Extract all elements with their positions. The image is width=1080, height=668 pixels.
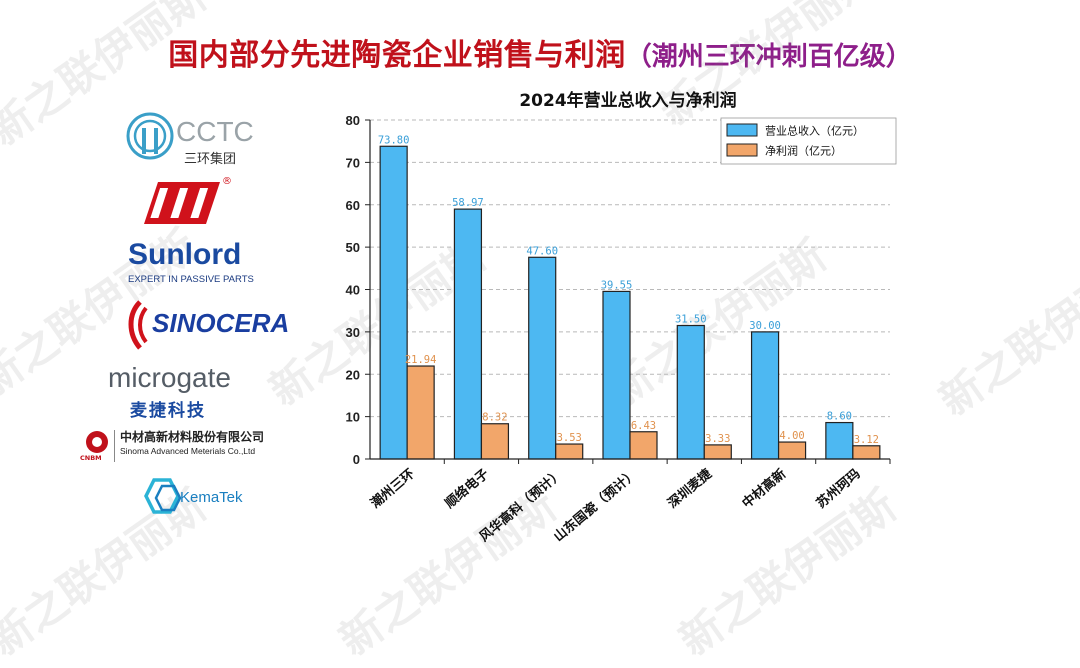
- sinocera-logo: SINOCERA: [100, 294, 300, 356]
- microgate-subtext: 麦捷科技: [130, 401, 206, 421]
- revenue-value-label: 58.97: [452, 197, 484, 209]
- cnbm-emblem-icon: [86, 431, 108, 453]
- fenghua-emblem-icon: [144, 182, 220, 224]
- y-tick-label: 0: [353, 452, 360, 467]
- profit-value-label: 3.53: [557, 432, 582, 444]
- kematek-logo: KemaTek: [100, 476, 300, 526]
- revenue-bar: [528, 256, 557, 460]
- cnbm-text: 中材高新材料股份有限公司: [120, 430, 265, 444]
- revenue-bar: [750, 331, 780, 460]
- y-tick-label: 70: [346, 155, 360, 170]
- x-category-label: 中材高新: [739, 466, 789, 512]
- profit-value-label: 4.00: [779, 430, 804, 442]
- profit-bar: [629, 431, 658, 460]
- profit-value-label: 6.43: [631, 420, 656, 432]
- chart-title: 2024年营业总收入与净利润: [519, 90, 736, 111]
- y-tick-label: 30: [346, 325, 360, 340]
- kematek-emblem-icon: [144, 478, 182, 514]
- revenue-value-label: 73.80: [378, 134, 410, 146]
- cnbm-subtext: Sinoma Advanced Meterials Co.,Ltd: [120, 446, 256, 456]
- revenue-value-label: 8.60: [827, 411, 852, 423]
- cnbm-divider: [114, 430, 115, 462]
- legend-label-revenue: 营业总收入（亿元）: [765, 124, 864, 138]
- y-tick-label: 60: [346, 198, 360, 213]
- y-tick-label: 50: [346, 240, 360, 255]
- chart-legend: 营业总收入（亿元） 净利润（亿元）: [720, 117, 897, 165]
- x-category-label: 顺络电子: [442, 466, 492, 512]
- microgate-logo: microgate 麦捷科技: [100, 362, 300, 421]
- profit-value-label: 21.94: [405, 354, 437, 366]
- revenue-value-label: 47.60: [526, 245, 558, 257]
- fenghua-logo: ®: [100, 176, 300, 228]
- bar-chart: 2024年营业总收入与净利润 73.80 21.94 58.97 8.32 47.60 3…: [346, 90, 897, 545]
- revenue-value-label: 39.55: [601, 279, 633, 291]
- sunlord-text: Sunlord: [128, 238, 242, 271]
- sinocera-emblem-icon: [128, 300, 148, 350]
- chart-bars: 73.80 21.94 58.97 8.32 47.60 3.53 39.55 6.43 31.…: [378, 134, 881, 460]
- cctc-emblem-icon: [126, 112, 174, 160]
- cnbm-logo: CNBM 中材高新材料股份有限公司 Sinoma Advanced Meteri…: [80, 426, 300, 472]
- legend-swatch-profit: [726, 143, 758, 157]
- profit-bar: [703, 444, 732, 460]
- microgate-text: microgate: [108, 362, 231, 393]
- revenue-bar: [602, 290, 631, 460]
- cnbm-badge: CNBM: [80, 454, 102, 462]
- watermark: 新之联伊丽斯: [930, 240, 1080, 426]
- slide-title: 国内部分先进陶瓷企业销售与利润（潮州三环冲刺百亿级）: [0, 30, 1080, 74]
- y-tick-label: 80: [346, 113, 360, 128]
- profit-value-label: 3.33: [705, 433, 730, 445]
- sunlord-subtext: EXPERT IN PASSIVE PARTS: [128, 274, 254, 285]
- cctc-subtext: 三环集团: [184, 152, 237, 167]
- fenghua-registered: ®: [222, 176, 232, 187]
- y-tick-label: 40: [346, 283, 360, 298]
- legend-label-profit: 净利润（亿元）: [765, 144, 842, 158]
- company-logos: CCTC 三环集团 ® Sunlord EXPERT IN PASSIVE PA…: [80, 100, 300, 540]
- x-category-label: 潮州三环: [368, 466, 418, 512]
- y-tick-labels: 0 10 20 30 40 50 60 70 80: [346, 113, 360, 467]
- profit-value-label: 8.32: [482, 412, 507, 424]
- y-tick-label: 20: [346, 367, 360, 382]
- cctc-logo: CCTC 三环集团: [100, 108, 300, 168]
- sunlord-logo: Sunlord EXPERT IN PASSIVE PARTS: [100, 238, 300, 288]
- revenue-bar: [379, 145, 408, 460]
- revenue-value-label: 30.00: [749, 320, 781, 332]
- slide-title-main: 国内部分先进陶瓷企业销售与利润: [168, 38, 626, 73]
- revenue-bar: [453, 208, 483, 460]
- profit-bar: [555, 443, 584, 460]
- chart-axes: [369, 120, 891, 464]
- revenue-bar: [825, 421, 854, 460]
- cctc-text: CCTC: [176, 116, 254, 147]
- legend-swatch-revenue: [726, 123, 758, 137]
- revenue-value-label: 31.50: [675, 314, 707, 326]
- y-tick-label: 10: [346, 410, 360, 425]
- revenue-bar: [676, 324, 705, 460]
- slide-title-sub: （潮州三环冲刺百亿级）: [625, 42, 912, 72]
- x-category-label: 深圳麦捷: [665, 465, 716, 511]
- profit-bar: [852, 445, 881, 460]
- kematek-text: KemaTek: [180, 489, 243, 506]
- profit-bar: [406, 365, 435, 460]
- profit-bar: [480, 423, 510, 460]
- profit-bar: [777, 441, 807, 460]
- profit-value-label: 3.12: [854, 434, 879, 446]
- sinocera-text: SINOCERA: [152, 308, 290, 338]
- x-category-label: 苏州珂玛: [813, 466, 863, 512]
